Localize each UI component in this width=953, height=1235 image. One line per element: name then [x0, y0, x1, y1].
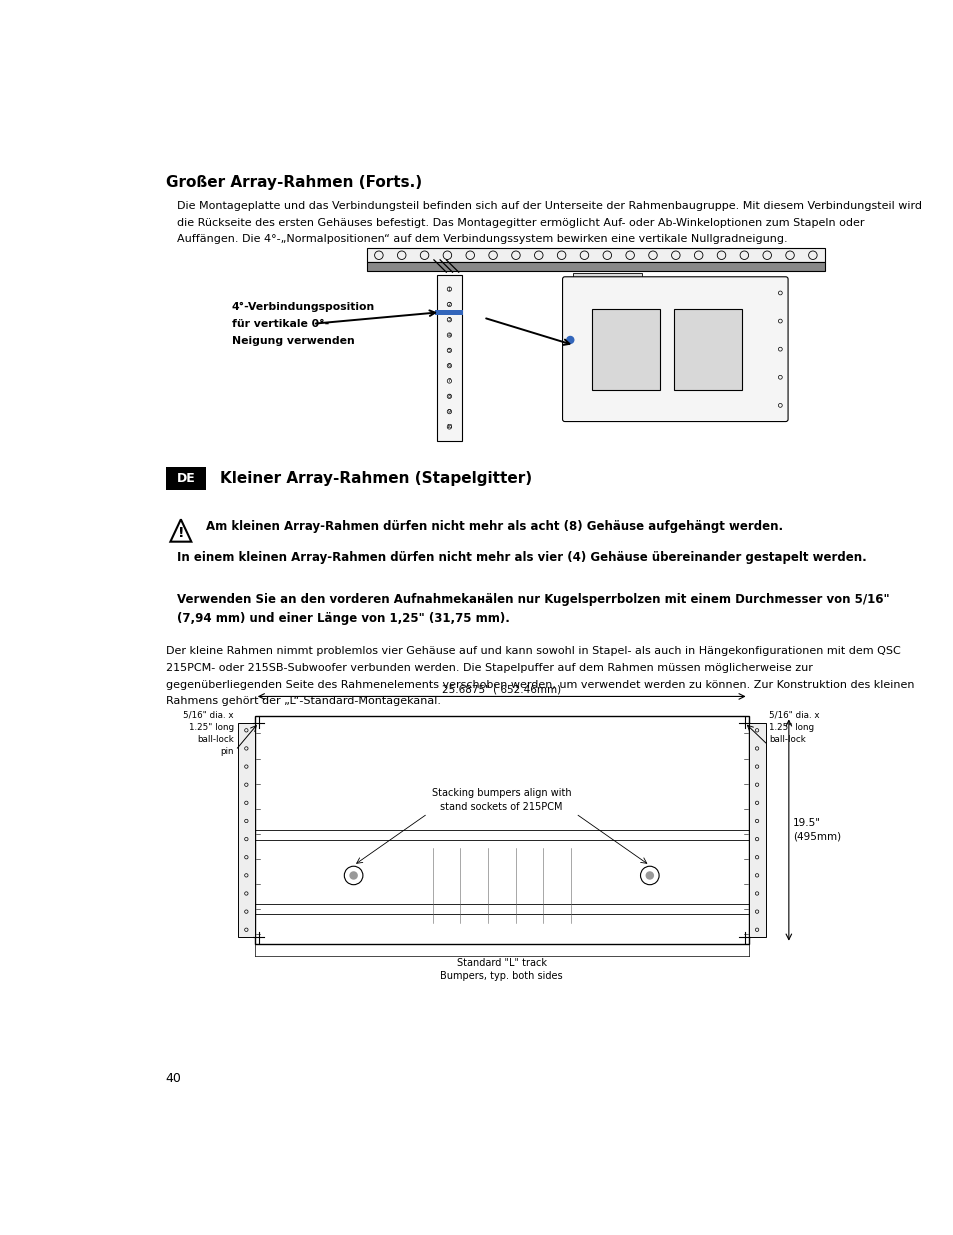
Text: 215PCM- oder 215SB-Subwoofer verbunden werden. Die Stapelpuffer auf dem Rahmen m: 215PCM- oder 215SB-Subwoofer verbunden w…	[166, 662, 812, 673]
Text: 1.25" long: 1.25" long	[189, 722, 233, 731]
Text: pin: pin	[220, 747, 233, 756]
Text: Rahmens gehört der „L“-Standard-Montagekanal.: Rahmens gehört der „L“-Standard-Montagek…	[166, 697, 440, 706]
Bar	[367, 262, 823, 272]
Text: 8: 8	[447, 394, 451, 399]
Text: Verwenden Sie an den vorderen Aufnahmekанälen nur Kugelsperrbolzen mit einem Dur: Verwenden Sie an den vorderen Aufnahmekа…	[177, 593, 889, 606]
Text: !: !	[177, 526, 184, 540]
Bar	[748, 722, 765, 937]
Text: die Rückseite des ersten Gehäuses befestigt. Das Montagegitter ermöglicht Auf- o: die Rückseite des ersten Gehäuses befest…	[177, 217, 864, 227]
Text: 4: 4	[447, 332, 451, 337]
Text: ball-lock: ball-lock	[769, 735, 805, 743]
Text: 1: 1	[447, 287, 451, 291]
Circle shape	[645, 871, 654, 879]
Text: 10: 10	[446, 425, 452, 430]
Bar	[572, 273, 641, 287]
Text: 9: 9	[447, 409, 451, 414]
Text: Der kleine Rahmen nimmt problemlos vier Gehäuse auf und kann sowohl in Stapel- a: Der kleine Rahmen nimmt problemlos vier …	[166, 646, 900, 656]
FancyBboxPatch shape	[562, 277, 787, 421]
Text: (7,94 mm) und einer Länge von 1,25" (31,75 mm).: (7,94 mm) und einer Länge von 1,25" (31,…	[177, 611, 510, 625]
Text: Die Montageplatte und das Verbindungsteil befinden sich auf der Unterseite der R: Die Montageplatte und das Verbindungstei…	[177, 200, 922, 210]
Bar	[674, 309, 741, 389]
Text: Stacking bumpers align with: Stacking bumpers align with	[432, 788, 571, 798]
Text: Standard "L" track: Standard "L" track	[456, 958, 546, 968]
Text: 7: 7	[447, 378, 451, 384]
Text: Am kleinen Array-Rahmen dürfen nicht mehr als acht (8) Gehäuse aufgehängt werden: Am kleinen Array-Rahmen dürfen nicht meh…	[206, 520, 782, 534]
Bar	[592, 309, 659, 389]
Text: 6: 6	[447, 363, 451, 368]
Text: 19.5"
(495mm): 19.5" (495mm)	[792, 819, 840, 841]
Text: Neigung verwenden: Neigung verwenden	[232, 336, 354, 346]
Circle shape	[349, 871, 357, 879]
Bar	[254, 716, 748, 944]
Text: 25.6875" ( 652.46mm): 25.6875" ( 652.46mm)	[441, 684, 560, 694]
Text: gegenüberliegenden Seite des Rahmenelements verschoben werden, um verwendet werd: gegenüberliegenden Seite des Rahmeneleme…	[166, 679, 913, 689]
Text: Auffängen. Die 4°-„Normalpositionen“ auf dem Verbindungssystem bewirken eine ver: Auffängen. Die 4°-„Normalpositionen“ auf…	[177, 235, 787, 245]
Text: In einem kleinen Array-Rahmen dürfen nicht mehr als vier (4) Gehäuse übereinande: In einem kleinen Array-Rahmen dürfen nic…	[177, 551, 866, 564]
Circle shape	[566, 336, 573, 343]
Text: 40: 40	[166, 1072, 181, 1086]
Text: 5/16" dia. x: 5/16" dia. x	[769, 710, 820, 719]
Bar	[237, 722, 254, 937]
Bar	[436, 275, 461, 441]
Bar	[166, 467, 206, 490]
Text: stand sockets of 215PCM: stand sockets of 215PCM	[440, 802, 562, 813]
Text: Großer Array-Rahmen (Forts.): Großer Array-Rahmen (Forts.)	[166, 175, 421, 190]
Text: 3: 3	[447, 317, 451, 322]
Text: 2: 2	[447, 301, 451, 308]
Bar	[435, 310, 463, 315]
Text: ball-lock: ball-lock	[197, 735, 233, 743]
Text: 5: 5	[447, 348, 451, 353]
Text: Kleiner Array-Rahmen (Stapelgitter): Kleiner Array-Rahmen (Stapelgitter)	[220, 471, 532, 487]
Text: 4°-Verbindungsposition: 4°-Verbindungsposition	[232, 303, 375, 312]
Text: DE: DE	[176, 472, 195, 485]
Text: für vertikale 0°-: für vertikale 0°-	[232, 319, 329, 330]
Text: Bumpers, typ. both sides: Bumpers, typ. both sides	[440, 972, 562, 982]
Text: 5/16" dia. x: 5/16" dia. x	[183, 710, 233, 719]
Text: 1.25" long: 1.25" long	[769, 722, 814, 731]
Bar	[367, 248, 823, 262]
